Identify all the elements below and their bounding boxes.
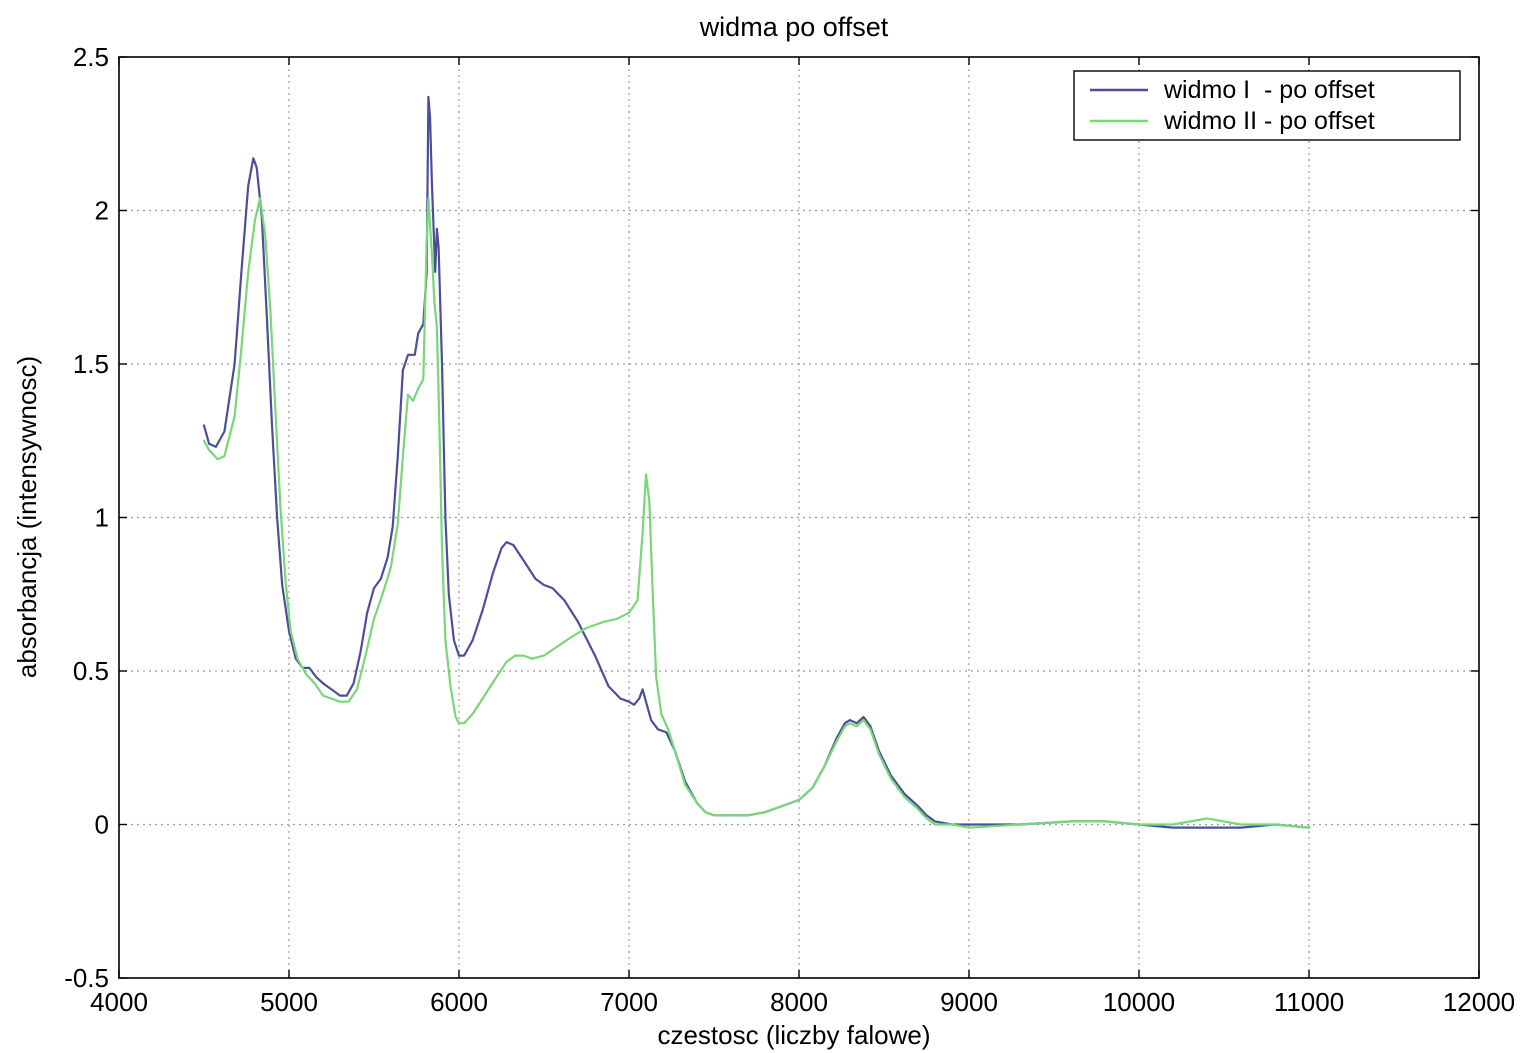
x-tick-label: 8000 xyxy=(770,987,828,1017)
series-line-1 xyxy=(202,95,1311,829)
chart-title: widma po offset xyxy=(699,12,889,42)
x-tick-label: 10000 xyxy=(1103,987,1175,1017)
x-tick-label: 5000 xyxy=(260,987,318,1017)
y-tick-label: 1 xyxy=(95,503,109,533)
y-tick-label: 0 xyxy=(95,810,109,840)
x-tick-label: 4000 xyxy=(90,987,148,1017)
y-axis-label: absorbancja (intensywnosc) xyxy=(12,356,42,678)
x-tick-label: 9000 xyxy=(940,987,998,1017)
legend: widmo I - po offset widmo II - po offset xyxy=(1073,70,1461,141)
series-line-2 xyxy=(202,197,1311,829)
x-axis-label: czestosc (liczby falowe) xyxy=(657,1020,930,1050)
y-tick-label: 2.5 xyxy=(73,42,109,72)
y-tick-label: 2 xyxy=(95,196,109,226)
x-tick-label: 7000 xyxy=(600,987,658,1017)
x-tick-label: 11000 xyxy=(1274,987,1344,1017)
legend-label-series-1: widmo I - po offset xyxy=(1163,76,1375,104)
x-tick-label: 6000 xyxy=(430,987,488,1017)
axis-ticks: 4000 5000 6000 7000 8000 9000 10000 11000 12000 -… xyxy=(64,42,1515,1017)
legend-label-series-2: widmo II - po offset xyxy=(1163,107,1375,135)
y-tick-label: 0.5 xyxy=(73,656,109,686)
legend-box xyxy=(1073,70,1461,141)
y-tick-label: 1.5 xyxy=(73,349,109,379)
y-tick-label: -0.5 xyxy=(64,963,109,993)
x-tick-label: 12000 xyxy=(1443,987,1515,1017)
plot-series xyxy=(202,95,1311,829)
grid-lines xyxy=(119,57,1479,978)
